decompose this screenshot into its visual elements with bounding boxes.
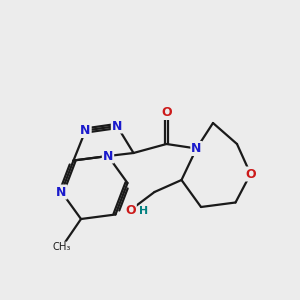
Text: N: N — [56, 185, 67, 199]
Text: O: O — [245, 167, 256, 181]
Text: N: N — [191, 142, 202, 155]
Text: N: N — [103, 149, 113, 163]
Text: N: N — [80, 124, 91, 137]
Text: H: H — [139, 206, 148, 217]
Text: O: O — [125, 203, 136, 217]
Text: N: N — [112, 119, 122, 133]
Text: CH₃: CH₃ — [52, 242, 71, 253]
Text: O: O — [161, 106, 172, 119]
